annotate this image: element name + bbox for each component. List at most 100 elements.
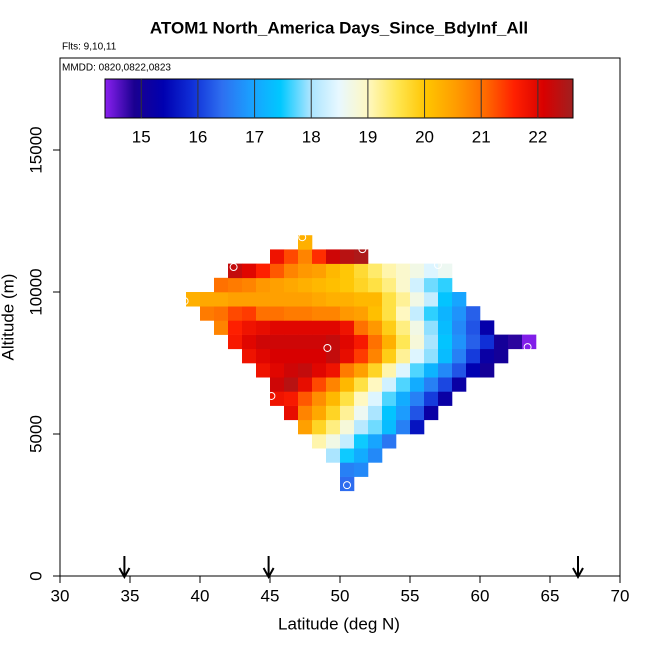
heatmap-cell — [354, 320, 369, 335]
heatmap-cell — [382, 292, 397, 307]
heatmap-cell — [270, 249, 285, 264]
x-tick-label: 70 — [611, 586, 630, 605]
heatmap-cell — [438, 348, 453, 364]
heatmap-cell — [284, 277, 299, 293]
heatmap-cell — [326, 363, 341, 378]
heatmap-cell — [396, 320, 411, 335]
heatmap-cell — [424, 405, 439, 421]
heatmap-cell — [368, 419, 383, 435]
arrow-head — [572, 567, 584, 580]
colorbar-tick-label: 21 — [472, 127, 491, 146]
heatmap-cell — [326, 320, 341, 335]
heatmap-cell — [508, 334, 523, 350]
y-tick-label: 0 — [26, 571, 45, 580]
heatmap-cell — [326, 334, 341, 350]
heatmap-cell — [214, 292, 229, 307]
annotation: MMDD: 0820,0822,0823 — [62, 63, 171, 74]
heatmap-cell — [438, 391, 453, 406]
heatmap-cell — [410, 419, 425, 435]
heatmap-cell — [424, 292, 439, 307]
heatmap-cell — [438, 263, 453, 279]
heatmap-cell — [368, 391, 383, 406]
heatmap-cell — [382, 377, 397, 392]
heatmap-cell — [354, 434, 369, 449]
heatmap-cell — [522, 334, 537, 350]
heatmap-cell — [228, 263, 243, 279]
sample-point — [358, 245, 367, 254]
sample-point — [298, 233, 307, 242]
heatmap-cell — [368, 434, 383, 449]
heatmap-cell — [242, 348, 257, 364]
heatmap-cell — [396, 306, 411, 321]
heatmap-cell — [424, 306, 439, 321]
sample-point — [323, 343, 332, 352]
heatmap-cell — [438, 320, 453, 335]
heatmap-cell — [396, 292, 411, 307]
heatmap-cell — [270, 391, 285, 406]
heatmap-cell — [466, 363, 481, 378]
colorbar-tick-label: 15 — [132, 127, 151, 146]
x-tick-label: 50 — [331, 586, 350, 605]
heatmap-cell — [438, 277, 453, 293]
heatmap-cell — [298, 348, 313, 364]
heatmap-cell — [312, 405, 327, 421]
heatmap-cell — [340, 419, 355, 435]
heatmap-cell — [242, 306, 257, 321]
heatmap-cell — [410, 334, 425, 350]
heatmap-cell — [312, 434, 327, 449]
heatmap-cell — [354, 448, 369, 463]
heatmap-cell — [242, 320, 257, 335]
colorbar-tick-label: 22 — [528, 127, 547, 146]
heatmap-cell — [382, 334, 397, 350]
heatmap-cell — [298, 306, 313, 321]
heatmap-cell — [312, 348, 327, 364]
heatmap-cell — [284, 263, 299, 279]
heatmap-cell — [270, 263, 285, 279]
heatmap-cell — [312, 363, 327, 378]
heatmap-cell — [382, 363, 397, 378]
heatmap-cell — [410, 306, 425, 321]
chart-title: ATOM1 North_America Days_Since_BdyInf_Al… — [150, 18, 528, 37]
heatmap-cell — [438, 306, 453, 321]
heatmap-cell — [368, 377, 383, 392]
heatmap-cell — [424, 263, 439, 279]
sample-point — [434, 261, 442, 270]
heatmap-cell — [326, 306, 341, 321]
x-tick-label: 60 — [471, 586, 490, 605]
heatmap-cell — [326, 277, 341, 293]
heatmap-cell — [214, 277, 229, 293]
heatmap-cell — [256, 306, 271, 321]
heatmap-cell — [228, 306, 243, 321]
x-tick-label: 65 — [541, 586, 560, 605]
heatmap-cell — [368, 292, 383, 307]
heatmap-cell — [480, 320, 495, 335]
heatmap-cell — [410, 292, 425, 307]
heatmap-cell — [284, 292, 299, 307]
heatmap-cell — [312, 277, 327, 293]
heatmap-cell — [340, 434, 355, 449]
colorbar-tick-label: 16 — [188, 127, 207, 146]
sample-point — [267, 391, 276, 400]
heatmap-cell — [340, 363, 355, 378]
heatmap-cell — [438, 363, 453, 378]
heatmap-cell — [382, 263, 397, 279]
heatmap-cell — [438, 334, 453, 350]
heatmap-cell — [326, 448, 341, 463]
heatmap-cell — [410, 320, 425, 335]
sample-point — [523, 343, 532, 352]
heatmap-cell — [354, 263, 369, 279]
heatmap-cell — [424, 348, 439, 364]
heatmap-cell — [256, 292, 271, 307]
heatmap-cell — [410, 363, 425, 378]
heatmap-cell — [298, 363, 313, 378]
heatmap-cell — [382, 419, 397, 435]
heatmap-cell — [354, 405, 369, 421]
heatmap-cell — [438, 377, 453, 392]
heatmap-cell — [340, 348, 355, 364]
heatmap-cell — [466, 334, 481, 350]
heatmap-cell — [326, 405, 341, 421]
heatmap-cell — [298, 334, 313, 350]
heatmap-cell — [410, 263, 425, 279]
heatmap-cell — [326, 391, 341, 406]
